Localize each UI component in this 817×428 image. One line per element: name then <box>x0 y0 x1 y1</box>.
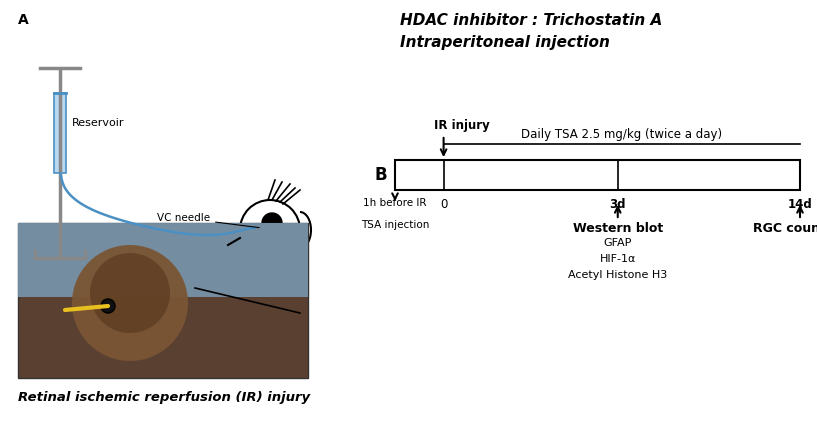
Text: HIF-1α: HIF-1α <box>600 254 636 264</box>
Circle shape <box>262 213 282 233</box>
Text: IR injury: IR injury <box>434 119 489 132</box>
Text: 0: 0 <box>440 198 447 211</box>
Text: Acetyl Histone H3: Acetyl Histone H3 <box>568 270 667 280</box>
Bar <box>271 225 281 235</box>
Text: TSA injection: TSA injection <box>361 220 429 230</box>
Bar <box>18 223 308 378</box>
Circle shape <box>72 245 188 361</box>
Text: GFAP: GFAP <box>604 238 632 248</box>
Text: Intraperitoneal injection: Intraperitoneal injection <box>400 35 609 50</box>
Text: VC needle: VC needle <box>157 213 259 228</box>
Text: 3d: 3d <box>609 198 626 211</box>
Text: RGC counting: RGC counting <box>752 222 817 235</box>
Text: 1h before IR: 1h before IR <box>364 198 426 208</box>
FancyBboxPatch shape <box>54 93 66 173</box>
Text: B: B <box>375 166 387 184</box>
Bar <box>395 160 800 190</box>
Bar <box>18 223 308 297</box>
Text: Daily TSA 2.5 mg/kg (twice a day): Daily TSA 2.5 mg/kg (twice a day) <box>521 128 722 141</box>
Circle shape <box>101 299 115 313</box>
Circle shape <box>90 253 170 333</box>
Text: Reservoir: Reservoir <box>72 118 124 128</box>
Text: Western blot: Western blot <box>573 222 663 235</box>
Text: Retinal ischemic reperfusion (IR) injury: Retinal ischemic reperfusion (IR) injury <box>18 392 310 404</box>
Text: 14d: 14d <box>788 198 812 211</box>
Text: A: A <box>18 13 29 27</box>
Bar <box>261 225 271 235</box>
Text: HDAC inhibitor : Trichostatin A: HDAC inhibitor : Trichostatin A <box>400 13 663 28</box>
